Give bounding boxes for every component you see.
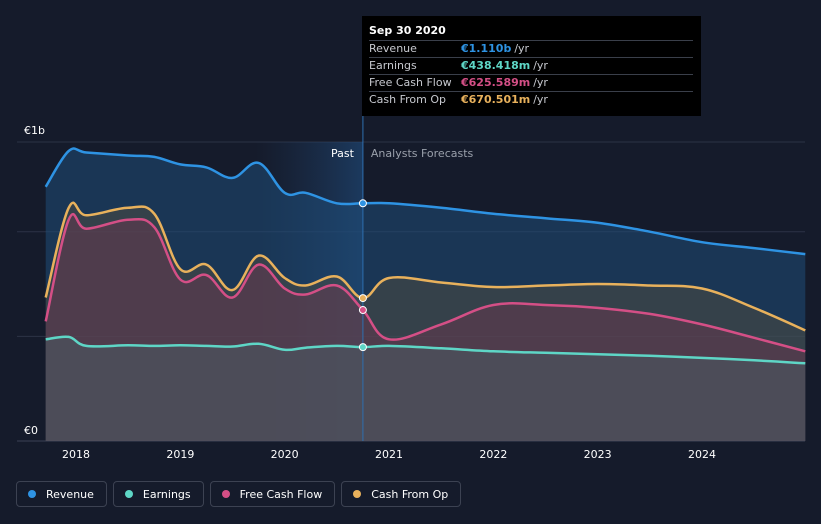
tooltip-row-revenue: Revenue €1.110b/yr: [369, 40, 693, 57]
x-tick-label-2023: 2023: [584, 448, 612, 461]
legend-item-earnings[interactable]: Earnings: [112, 481, 204, 507]
x-tick-label-2018: 2018: [62, 448, 90, 461]
legend-item-revenue[interactable]: Revenue: [16, 481, 107, 507]
legend-dot-icon: [221, 490, 230, 498]
tooltip-row-unit: /yr: [514, 42, 530, 55]
tooltip-row-label: Cash From Op: [369, 93, 447, 106]
tooltip-row-label: Free Cash Flow: [369, 76, 452, 89]
tooltip-row-unit: /yr: [533, 76, 548, 89]
x-tick-label-2020: 2020: [271, 448, 299, 461]
earnings-area: [45, 336, 806, 441]
x-tick-label-2022: 2022: [479, 448, 507, 461]
past-label: Past: [331, 147, 355, 160]
revenue-marker: [358, 199, 367, 208]
earnings-marker: [358, 343, 367, 352]
tooltip-row-earnings: Earnings €438.418m/yr: [369, 57, 693, 74]
tooltip-row-unit: /yr: [533, 59, 548, 72]
legend-label: Cash From Op: [371, 487, 449, 501]
tooltip-row-label: Revenue: [369, 42, 417, 55]
legend-item-cash-from-op[interactable]: Cash From Op: [341, 481, 462, 507]
tooltip-row-value: €438.418m: [461, 59, 531, 72]
tooltip-row-value: €625.589m: [461, 76, 531, 89]
x-tick-label-2019: 2019: [166, 448, 194, 461]
legend-dot-icon: [124, 490, 133, 498]
cash-from-op-line: [44, 201, 806, 332]
free-cash-flow-line: [44, 212, 806, 353]
legend-label: Earnings: [142, 487, 191, 501]
y-tick-label-max: €1b: [24, 124, 45, 137]
tooltip-row-value: €670.501m: [461, 93, 531, 106]
x-tick-label-2021: 2021: [375, 448, 403, 461]
forecast-label: Analysts Forecasts: [371, 147, 474, 160]
tooltip-row-unit: /yr: [533, 93, 548, 106]
legend: Revenue Earnings Free Cash Flow Cash From O…: [16, 481, 462, 507]
legend-item-free-cash-flow[interactable]: Free Cash Flow: [209, 481, 336, 507]
legend-label: Revenue: [46, 487, 94, 501]
tooltip: Sep 30 2020 Revenue €1.110b/yr Earnings €43…: [362, 16, 701, 116]
tooltip-row-free-cash-flow: Free Cash Flow €625.589m/yr: [369, 74, 693, 91]
cash-from-op-marker: [358, 294, 367, 303]
tooltip-date: Sep 30 2020: [369, 24, 446, 37]
tooltip-row-value: €1.110b: [461, 42, 512, 55]
free-cash-flow-marker: [358, 306, 367, 315]
legend-dot-icon: [353, 490, 362, 498]
revenue-line: [44, 147, 806, 256]
tooltip-row-label: Earnings: [369, 59, 417, 72]
x-tick-label-2024: 2024: [688, 448, 716, 461]
legend-label: Free Cash Flow: [239, 487, 323, 501]
earnings-line: [45, 335, 806, 365]
tooltip-row-cash-from-op: Cash From Op €670.501m/yr: [369, 91, 693, 108]
y-tick-label-min: €0: [24, 424, 38, 437]
legend-dot-icon: [28, 490, 36, 498]
